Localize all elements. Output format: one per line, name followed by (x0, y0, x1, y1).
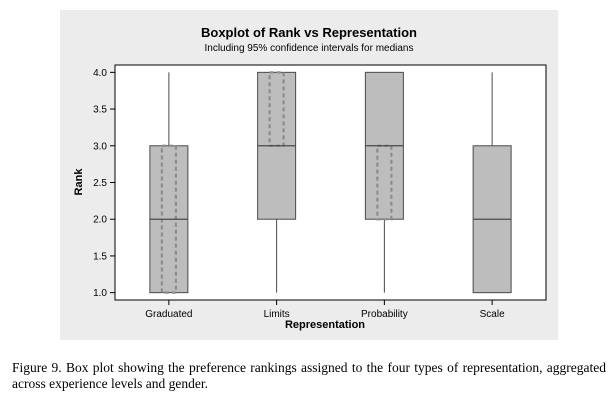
box-scale (472, 72, 512, 294)
y-tick-label: 2.0 (93, 215, 107, 226)
x-tick-label: Graduated (145, 309, 192, 320)
y-tick-label: 1.5 (93, 251, 107, 262)
boxplot-chart: Boxplot of Rank vs Representation Includ… (73, 25, 547, 331)
x-tick-label: Scale (480, 309, 505, 320)
figure-caption: Figure 9. Box plot showing the preferenc… (12, 360, 606, 391)
y-axis-ticks: 1.0 1.5 2.0 2.5 3.0 3.5 4.0 (93, 68, 115, 299)
figure-panel: Boxplot of Rank vs Representation Includ… (60, 10, 558, 340)
x-tick-label: Limits (264, 309, 290, 320)
chart-title: Boxplot of Rank vs Representation (201, 25, 417, 40)
y-axis-label: Rank (73, 168, 85, 196)
box-limits (257, 71, 297, 293)
y-tick-label: 3.5 (93, 105, 107, 116)
chart-subtitle: Including 95% confidence intervals for m… (204, 43, 413, 54)
x-tick-label: Probability (361, 309, 408, 320)
x-axis-label: Representation (285, 319, 365, 331)
boxes-group (149, 71, 512, 294)
y-tick-label: 3.0 (93, 141, 107, 152)
box-probability (364, 71, 404, 293)
y-tick-label: 2.5 (93, 178, 107, 189)
y-tick-label: 1.0 (93, 288, 107, 299)
y-tick-label: 4.0 (93, 68, 107, 79)
x-axis-ticks: Graduated Limits Probability Scale (145, 300, 505, 320)
box-graduated (149, 72, 189, 294)
